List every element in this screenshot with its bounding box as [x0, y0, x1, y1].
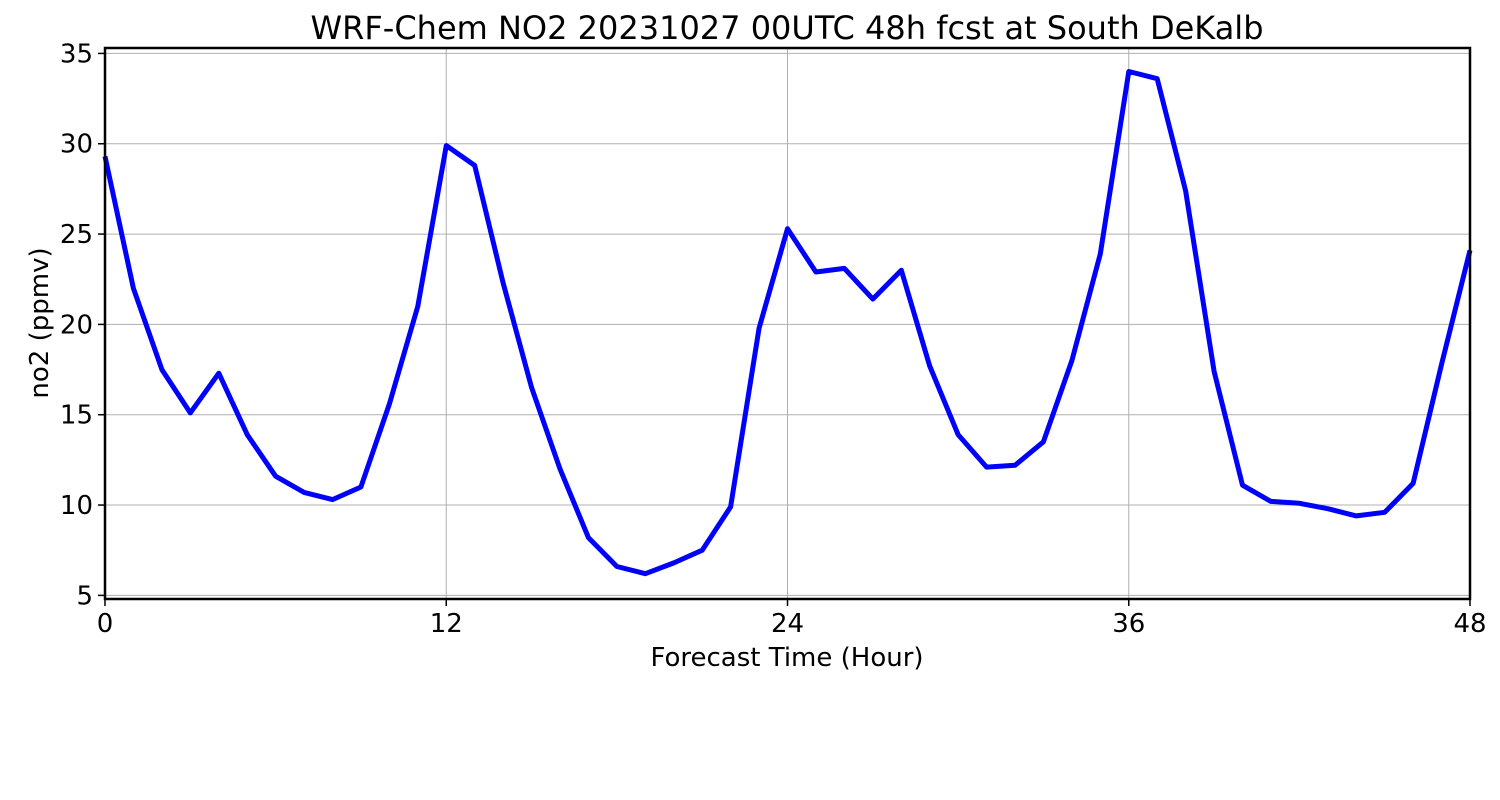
x-tick-label: 36 — [1112, 609, 1145, 639]
axis-ticks: 0 12 24 36 48 5 10 15 20 25 30 35 — [60, 39, 1487, 639]
chart-title: WRF-Chem NO2 20231027 00UTC 48h fcst at … — [311, 9, 1264, 47]
y-tick-label: 15 — [60, 401, 93, 431]
series-layer — [102, 69, 1473, 577]
y-tick-label: 10 — [60, 491, 93, 521]
x-tick-label: 24 — [771, 609, 804, 639]
y-tick-label: 30 — [60, 130, 93, 160]
x-tick-label: 0 — [97, 609, 114, 639]
y-axis-label: no2 (ppmv) — [25, 247, 55, 398]
x-tick-label: 48 — [1453, 609, 1486, 639]
y-tick-label: 25 — [60, 220, 93, 250]
no2-series-line — [102, 69, 1473, 577]
x-axis-label: Forecast Time (Hour) — [650, 643, 923, 673]
y-tick-label: 5 — [76, 581, 93, 611]
y-tick-label: 35 — [60, 39, 93, 69]
y-tick-label: 20 — [60, 310, 93, 340]
x-tick-label: 12 — [430, 609, 463, 639]
